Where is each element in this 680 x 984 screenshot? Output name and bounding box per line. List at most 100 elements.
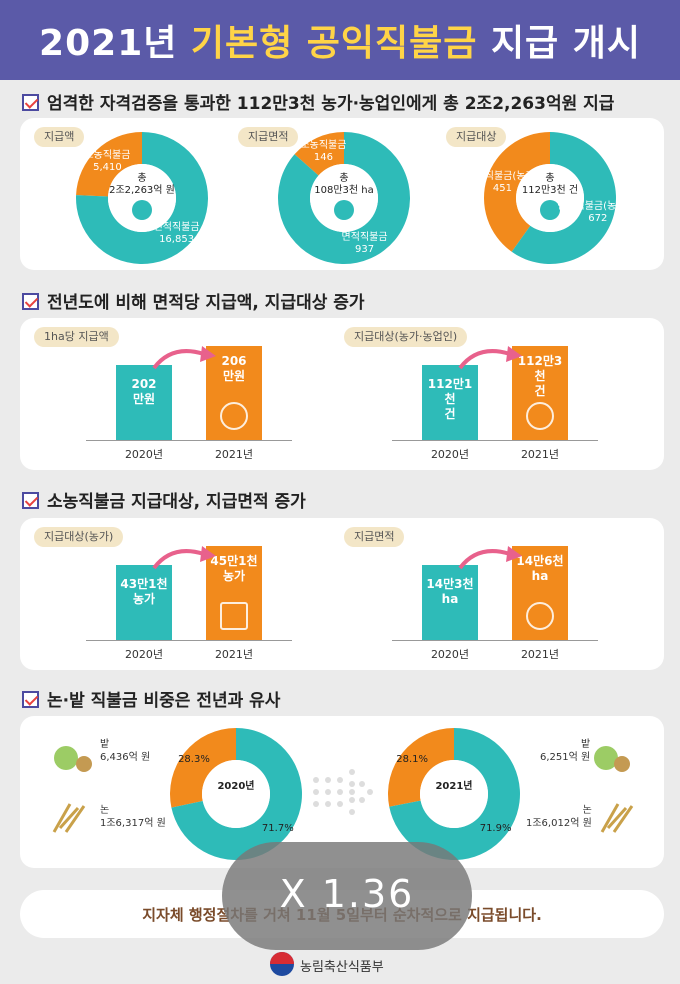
x-axis-line [86,640,292,641]
donut-chart-area: 총 108만3천 ha 소농직불금 146 면적직불금 937 [274,128,414,268]
donut-percent-label: 28.3% [178,754,210,766]
arrow-head [506,346,522,362]
onion-icon [614,756,630,772]
bar-value-label: 112만3천 [517,354,563,383]
donut-chart-recipients: 총 112만3천 건 소농직불금(농가) 451 면적직불금(농업인) 672 [466,128,639,268]
donut-hole [202,760,270,828]
zoom-level-text: X 1.36 [279,872,415,916]
donut-slice-소농직불금 [76,132,142,197]
donut-svg [75,132,208,264]
section-heading-text: 논·밭 직불금 비중은 전년과 유사 [47,691,281,711]
increase-arrow-icon [458,546,522,570]
slice-value: 672 [588,213,608,225]
slice-value: 5,410 [93,161,122,173]
chart-tag: 지급대상 [446,127,507,147]
bar-value-label: 14만3천 [426,577,474,591]
bar-value-label: 건 [444,407,456,421]
bar-value-label: 농가 [222,569,246,583]
donut-svg [278,132,410,264]
donut-svg [170,728,302,860]
donut-percent-label: 28.1% [396,754,429,766]
slice-value: 16,853 [159,234,195,246]
donut-hole [420,760,488,828]
donut-slice-소농직불금 [294,132,344,176]
donut-slice-논 [171,728,302,860]
bar-value-label: ha [441,592,459,606]
donut-slice-label: 면적직불금(농업인) 672 [557,201,638,225]
bar-2020년: 202 만원 [116,365,172,440]
rice-icon [600,803,634,833]
section-heading-3: 소농직불금 지급대상, 지급면적 증가 [22,487,306,512]
arrow-head [200,346,216,362]
section-heading-1: 엄격한 자격검증을 통과한 112만3천 농가·농업인에게 총 2조2,263억… [22,89,614,114]
bar-2021년: 112만3천 건 [512,346,568,440]
field-amount: 6,251억 원 [540,752,591,763]
donut-slice-논 [389,728,520,860]
donut-slice-면적직불금(농업인) [511,132,616,264]
donut-center-line: 2조2,263억 원 [109,185,175,196]
government-emblem-icon [270,952,294,976]
field-label-2020: 밭 6,436억 원 [100,738,150,764]
x-tick-label: 2020년 [124,448,164,461]
slice-name: 면적직불금 [341,231,388,243]
bar-value-label: 14만6천 [516,554,564,568]
paddy-name: 논 [100,805,110,816]
donut-svg [484,132,616,264]
arrow-curve [152,549,205,570]
donut-hole [108,164,176,232]
title-post: 지급 개시 [477,23,641,64]
bar-2021년: 206 만원 [206,346,262,440]
chart-tag: 1ha당 지급액 [34,327,119,347]
slice-name: 소농직불금 [84,149,131,161]
panel-per-ha: 1ha당 지급액 지급대상(농가·농업인) 202 만원 2020년 206 만원 202… [20,318,664,470]
donut-slice-label: 소농직불금 146 [300,140,346,164]
donut-center-line: 총 [339,173,349,184]
x-tick-label: 2021년 [214,448,254,461]
increase-arrow-icon [152,346,216,370]
paddy-label-2020: 논 1조6,317억 원 [100,804,166,830]
bar-value-label: 만원 [132,392,156,406]
bar-2020년: 14만3천 ha [422,565,478,640]
arrow-head [506,546,522,562]
x-tick-label: 2020년 [430,448,470,461]
farmer-icon [540,200,560,220]
chart-tag: 지급대상(농가·농업인) [344,327,468,347]
donut-center-line: 112만3천 건 [521,185,579,196]
checkbox-icon [22,293,39,310]
donut-center-label: 총 2조2,263억 원 [107,163,177,233]
x-tick-label: 2020년 [430,648,470,661]
field-name: 밭 [581,739,591,750]
donut-center-line: 총 [137,173,147,184]
donut-slice-label: 소농직불금(농가) 451 [466,171,538,195]
chart-tag: 지급액 [34,127,85,147]
x-tick-label: 2021년 [214,648,254,661]
arrow-curve [152,349,205,370]
field-amount: 6,436억 원 [100,752,151,763]
increase-arrow-icon [152,546,216,570]
donut-center-label: 2020년 [201,759,271,829]
section-heading-text: 전년도에 비해 면적당 지급액, 지급대상 증가 [47,293,365,313]
x-axis-line [86,440,292,441]
paddy-label-2021: 논 1조6,012억 원 [526,804,592,830]
crop-field-icon [334,200,354,220]
zoom-badge: X 1.36 [222,842,472,950]
title-banner: 2021년 기본형 공익직불금 지급 개시 [0,0,680,80]
house-icon [220,602,248,630]
donut-hole [310,164,378,232]
donut-slice-label: 면적직불금 937 [342,232,388,256]
cabbage-icon [54,746,78,770]
donut-slice-면적직불금 [75,132,208,264]
onion-icon [76,756,92,772]
bar-value-label: 건 [534,384,546,398]
checkbox-icon [22,94,39,111]
x-tick-label: 2021년 [520,648,560,661]
bar-value-label: 농가 [132,592,156,606]
donut-chart-2020: 2020년 28.3% 71.7% [166,724,306,864]
donut-percent-label: 71.7% [261,822,294,834]
arrow-curve [458,349,511,370]
bar-value-label: 43만1천 [120,577,168,591]
donut-slice-소농직불금(농가) [484,132,550,252]
bar-2020년: 112만1천 건 [422,365,478,440]
paddy-amount: 1조6,012억 원 [526,818,592,829]
section-heading-2: 전년도에 비해 면적당 지급액, 지급대상 증가 [22,288,365,313]
